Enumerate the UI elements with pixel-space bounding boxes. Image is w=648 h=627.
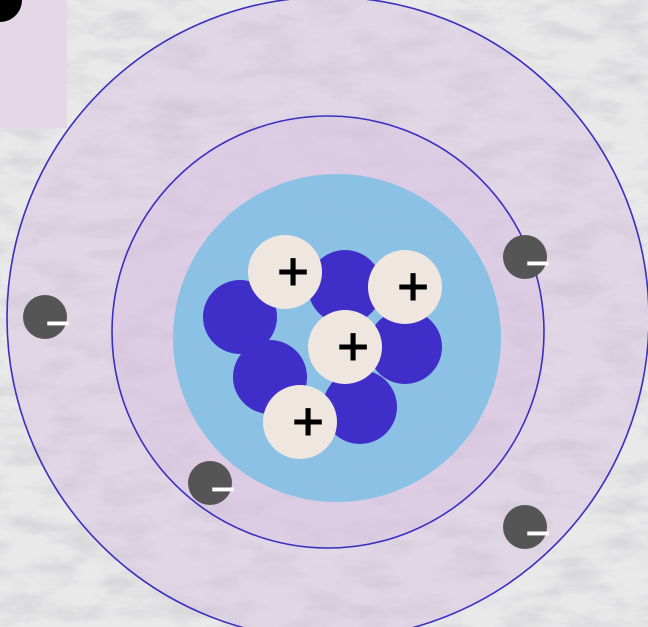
proton <box>308 310 382 384</box>
electron <box>503 235 547 279</box>
electron <box>503 505 547 549</box>
corner-dot <box>0 0 22 22</box>
proton-sign: + <box>290 396 327 447</box>
electron <box>188 461 232 505</box>
proton-sign: + <box>275 246 312 297</box>
neutron <box>308 250 382 324</box>
proton <box>368 250 442 324</box>
neutron <box>368 310 442 384</box>
electron-sign: − <box>524 243 553 283</box>
electron-sign: − <box>524 513 553 553</box>
electron <box>23 295 67 339</box>
proton <box>263 385 337 459</box>
proton-sign: + <box>395 261 432 312</box>
neutron <box>203 280 277 354</box>
neutron <box>323 370 397 444</box>
electron-sign: − <box>44 303 73 343</box>
proton-sign: + <box>335 321 372 372</box>
electron-sign: − <box>209 469 238 509</box>
proton <box>248 235 322 309</box>
corner-panel <box>0 0 67 128</box>
